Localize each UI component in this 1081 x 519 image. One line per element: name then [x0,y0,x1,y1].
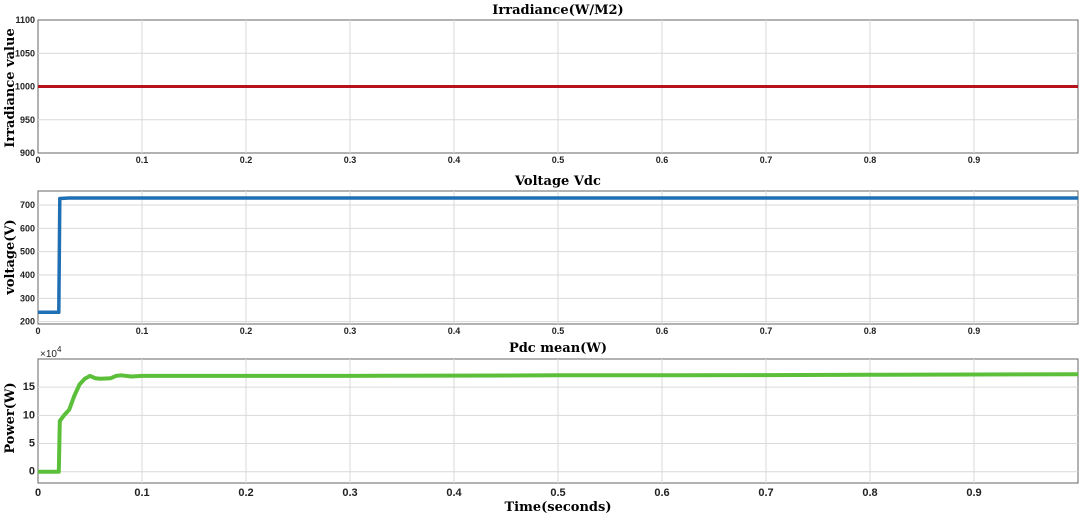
x-tick-label: 0.5 [552,326,565,336]
y-tick-label: 0 [29,466,35,478]
y-tick-label: 1100 [15,15,35,25]
irradiance-chart: Irradiance(W/M2) Irradiance value 0 0.1 0.… [3,3,1079,165]
y-multiplier-exponent: 4 [57,345,62,354]
x-tick-label: 0.2 [240,155,253,165]
y-axis-label: Power(W) [3,382,18,453]
y-axis-label: voltage(V) [3,219,18,295]
power-chart: ×104 Pdc mean(W) Power(W) Time(seconds) … [3,341,1079,515]
y-tick-label: 5 [29,438,35,450]
x-tick-label: 0.9 [968,326,981,336]
x-tick-label: 0.3 [344,326,357,336]
x-tick-label: 0.1 [136,155,149,165]
x-tick-label: 0.8 [862,487,877,499]
y-tick-label: 500 [20,247,35,257]
y-tick-label: 950 [20,115,35,125]
chart-title: Pdc mean(W) [509,341,607,356]
x-tick-label: 0.7 [760,155,773,165]
x-tick-label: 0.2 [238,487,253,499]
series-line [38,372,1079,474]
y-tick-label: 200 [20,317,35,327]
x-tick-label: 0.1 [134,487,149,499]
y-multiplier: ×104 [40,345,62,360]
x-tick-label: 0.1 [136,326,149,336]
y-tick-label: 1050 [15,48,35,58]
y-tick-label: 10 [23,409,35,421]
x-tick-label: 0.5 [550,487,565,499]
x-tick-label: 0.9 [968,155,981,165]
chart-title: Irradiance(W/M2) [492,3,623,18]
x-tick-label: 0.9 [966,487,981,499]
y-tick-label: 600 [20,223,35,233]
x-tick-label: 0.4 [448,326,461,336]
x-tick-label: 0.3 [342,487,357,499]
y-tick-label: 700 [20,200,35,210]
y-tick-label: 1000 [15,82,35,92]
y-multiplier-base: ×10 [40,349,57,360]
x-tick-label: 0.5 [552,155,565,165]
y-tick-label: 300 [20,293,35,303]
x-tick-label: 0.3 [344,155,357,165]
x-tick-label: 0.4 [448,155,461,165]
x-tick-label: 0.2 [240,326,253,336]
plot-area: 0 0.1 0.2 0.3 0.4 0.5 0.6 0.7 0.8 0.9 900 950 1000 10… [15,15,1079,165]
y-tick-label: 400 [20,270,35,280]
x-tick-label: 0 [35,326,40,336]
x-tick-label: 0.4 [446,487,462,499]
x-tick-label: 0.8 [864,155,877,165]
y-tick-label: 15 [23,381,35,393]
x-tick-label: 0.8 [864,326,877,336]
voltage-chart: Voltage Vdc voltage(V) 0 0.1 0.2 0.3 0.4 0.5 0… [3,174,1079,336]
y-tick-label: 900 [20,148,35,158]
x-axis-label: Time(seconds) [505,500,612,515]
x-tick-label: 0.6 [656,155,669,165]
x-tick-label: 0 [35,487,41,499]
plot-area: 0 0.1 0.2 0.3 0.4 0.5 0.6 0.7 0.8 0.9 0 5 10 15 [23,358,1079,499]
x-tick-label: 0 [35,155,40,165]
y-axis-label: Irradiance value [3,28,18,147]
series-line [38,196,1078,315]
x-tick-label: 0.7 [760,326,773,336]
x-tick-label: 0.7 [758,487,773,499]
chart-title: Voltage Vdc [514,174,601,189]
plot-area: 0 0.1 0.2 0.3 0.4 0.5 0.6 0.7 0.8 0.9 200 300 400 500… [20,190,1079,336]
x-tick-label: 0.6 [656,326,669,336]
x-tick-label: 0.6 [654,487,669,499]
